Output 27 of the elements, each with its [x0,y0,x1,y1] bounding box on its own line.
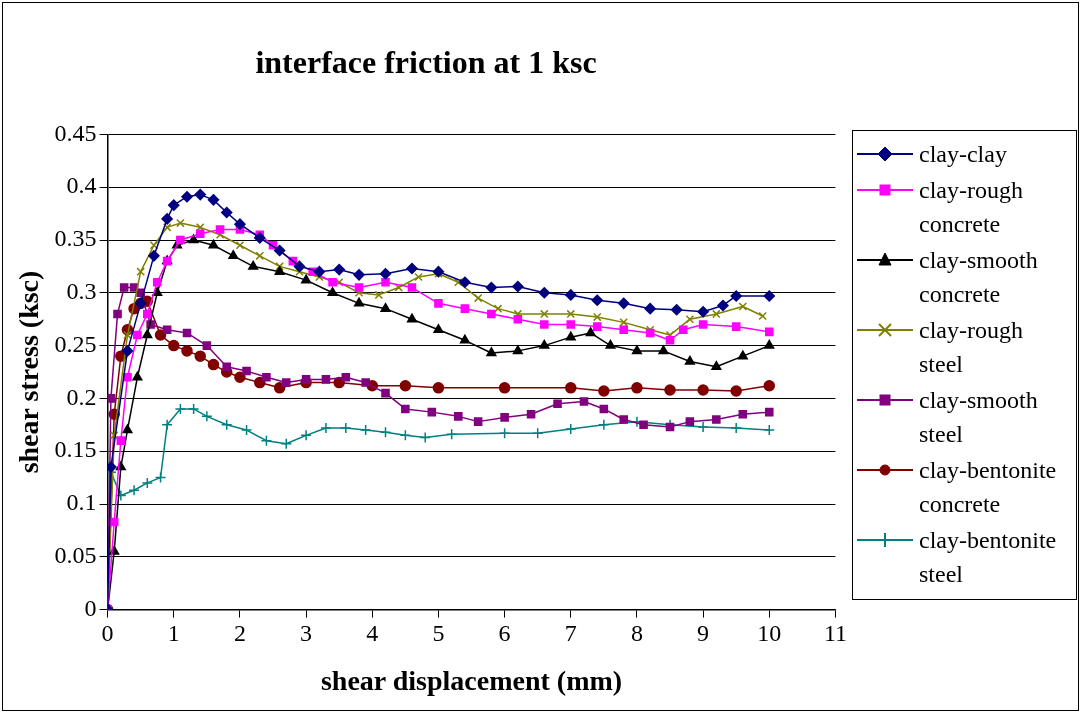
y-tick-label: 0.05 [54,542,97,569]
y-tick-label: 0.2 [66,383,97,410]
y-axis-title: shear stress (ksc) [13,270,45,474]
x-tick-label: 5 [432,620,445,647]
x-tick-label: 6 [498,620,511,647]
x-tick-label: 0 [101,620,114,647]
x-axis-title: shear displacement (mm) [320,665,623,697]
x-tick-label: 8 [630,620,643,647]
y-tick-label: 0.4 [66,172,97,199]
x-tick-label: 10 [757,620,782,647]
y-tick-label: 0.35 [54,225,97,252]
legend-label: clay-bentonite steel [919,526,1058,589]
chart-title: interface friction at 1 ksc [255,44,597,81]
y-tick-label: 0.1 [66,489,97,516]
y-tick-label: 0.45 [54,119,97,146]
x-tick-label: 4 [366,620,379,647]
x-tick-label: 11 [823,620,847,647]
y-tick-label: 0.3 [66,278,97,305]
x-tick-label: 2 [233,620,246,647]
y-tick-label: 0 [84,594,97,621]
y-tick-label: 0.25 [54,330,97,357]
x-tick-label: 7 [564,620,577,647]
x-tick-label: 1 [167,620,180,647]
x-tick-label: 3 [300,620,313,647]
y-tick-label: 0.15 [54,436,97,463]
x-tick-label: 9 [697,620,710,647]
legend-label: clay-clay [919,140,1007,169]
